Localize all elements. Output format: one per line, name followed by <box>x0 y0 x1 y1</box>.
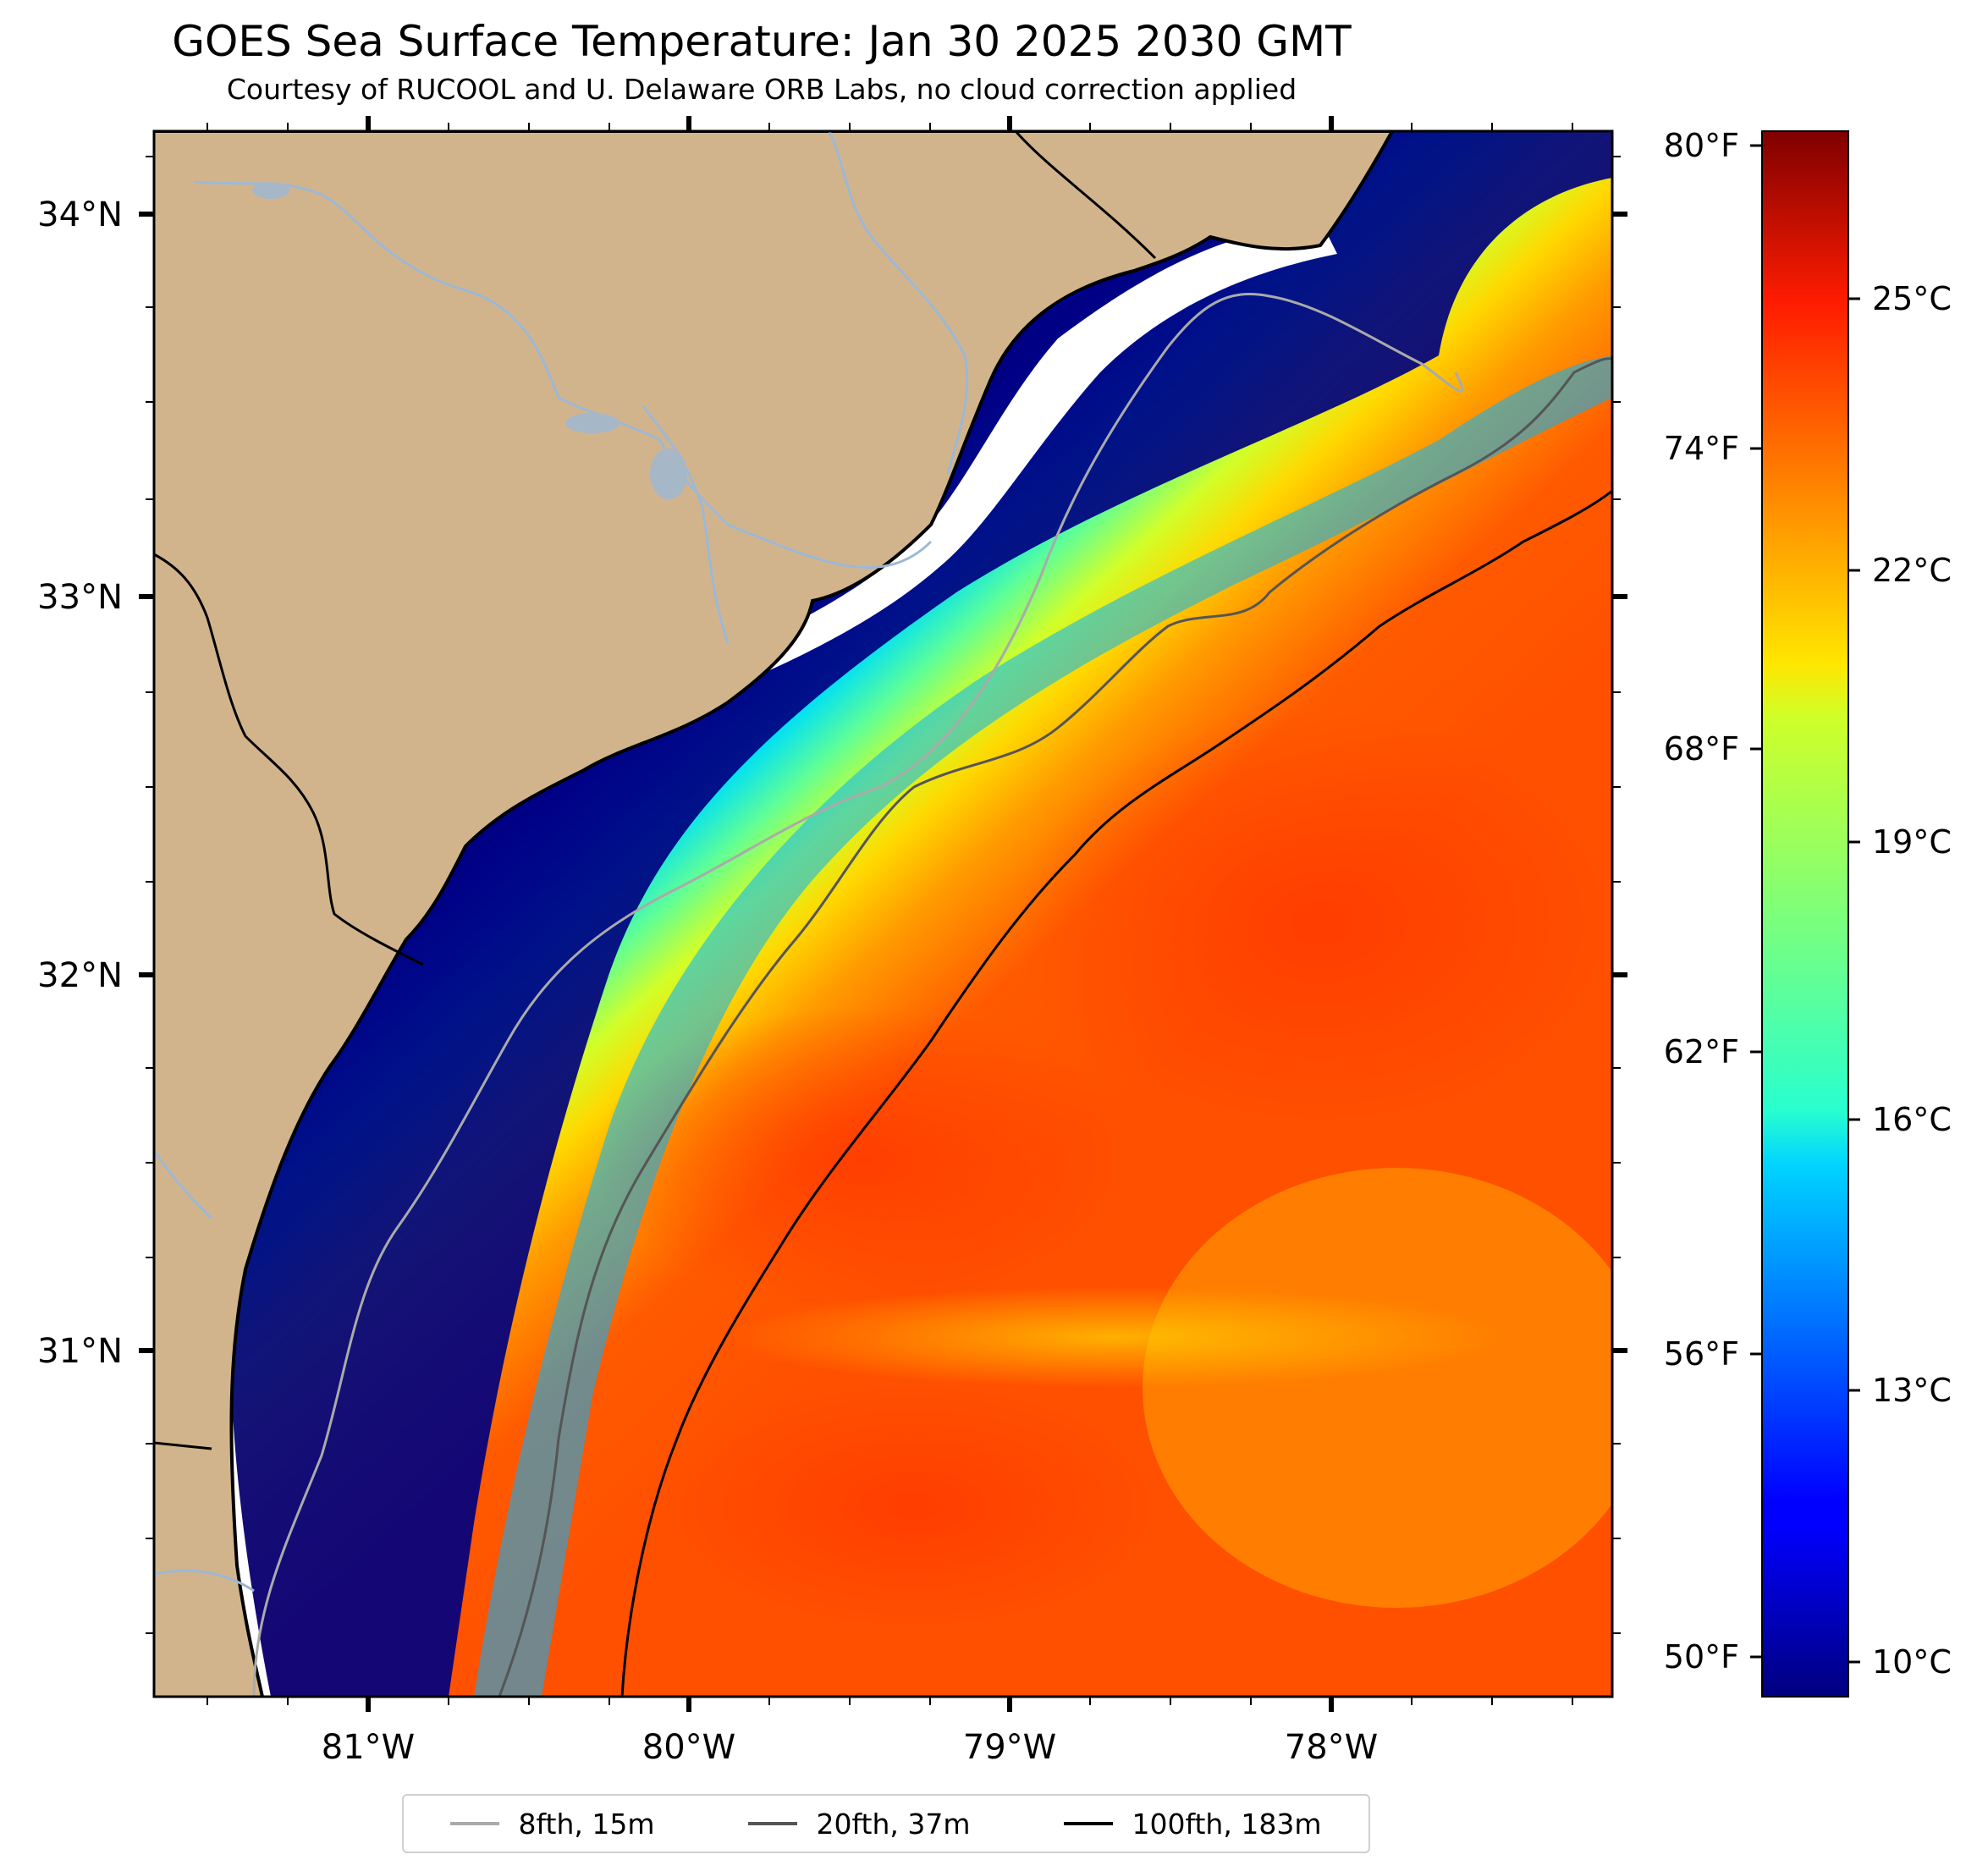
lat-tick-label: 32°N <box>37 956 123 995</box>
isobath-100fth <box>620 489 1612 1697</box>
celsius-tick-label: 13°C <box>1872 1372 1952 1409</box>
legend-item-100fth: 100fth, 183m <box>1064 1808 1321 1841</box>
warm-core-south <box>660 1379 1168 1633</box>
lat-tick-label: 31°N <box>37 1332 123 1371</box>
land <box>154 131 1392 1697</box>
map-frame <box>152 129 1614 1698</box>
colorbar <box>1761 130 1849 1698</box>
rivers <box>154 131 969 1593</box>
fahrenheit-tick-label: 74°F <box>1664 430 1739 467</box>
chart-subtitle: Courtesy of RUCOOL and U. Delaware ORB L… <box>226 73 1297 106</box>
fahrenheit-tick-label: 80°F <box>1664 127 1739 164</box>
legend-swatch <box>1064 1822 1114 1825</box>
lon-minor-ticks <box>207 123 1573 1705</box>
legend-label: 20fth, 37m <box>816 1807 971 1841</box>
colorbar-ticks <box>1750 144 1860 1664</box>
lat-tick-label: 34°N <box>37 195 123 234</box>
celsius-tick-label: 19°C <box>1872 823 1952 861</box>
lat-minor-ticks <box>146 156 1621 1634</box>
lon-tick-label: 80°W <box>642 1728 735 1767</box>
lon-tick-label: 79°W <box>963 1728 1056 1767</box>
celsius-tick-label: 16°C <box>1872 1101 1952 1138</box>
legend-swatch <box>450 1822 500 1825</box>
lake <box>650 448 687 499</box>
warm-core-north <box>1016 711 1612 1134</box>
coastline <box>154 131 1395 1697</box>
warm-core-middle <box>592 1007 1134 1312</box>
cyan-front <box>474 355 1612 1697</box>
lake <box>252 182 289 199</box>
isobath-legend: 8fth, 15m 20fth, 37m 100fth, 183m <box>402 1794 1370 1853</box>
lon-tick-label: 78°W <box>1285 1728 1378 1767</box>
celsius-tick-label: 10°C <box>1872 1643 1952 1681</box>
orange-patch-east <box>1143 1168 1612 1608</box>
legend-label: 100fth, 183m <box>1132 1807 1322 1841</box>
lon-major-ticks <box>366 116 1334 1712</box>
isobath-8fth <box>252 293 1464 1697</box>
fahrenheit-tick-label: 50°F <box>1664 1638 1739 1676</box>
lat-major-ticks <box>139 212 1627 1353</box>
celsius-tick-label: 22°C <box>1872 552 1952 589</box>
legend-item-8fth: 8fth, 15m <box>450 1807 655 1841</box>
celsius-tick-label: 25°C <box>1872 280 1952 317</box>
state-borders <box>154 131 1157 1450</box>
legend-swatch <box>748 1822 798 1825</box>
legend-item-20fth: 20fth, 37m <box>748 1808 970 1841</box>
yellow-band <box>728 1286 1506 1388</box>
legend-label: 8fth, 15m <box>518 1807 655 1841</box>
fahrenheit-tick-label: 56°F <box>1664 1335 1739 1373</box>
isobath-20fth <box>498 357 1612 1697</box>
lake <box>565 413 620 433</box>
fahrenheit-tick-label: 62°F <box>1664 1033 1739 1070</box>
chart-title: GOES Sea Surface Temperature: Jan 30 202… <box>172 17 1352 66</box>
lat-tick-label: 33°N <box>37 578 123 617</box>
fahrenheit-tick-label: 68°F <box>1664 730 1739 768</box>
lon-tick-label: 81°W <box>322 1728 415 1767</box>
